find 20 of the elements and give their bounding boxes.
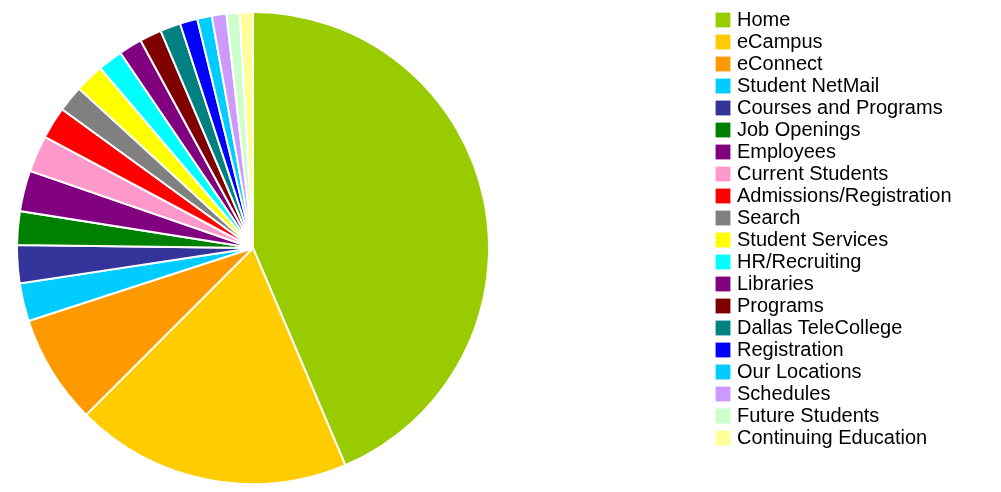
legend-label: Programs: [737, 294, 824, 316]
legend-label: Courses and Programs: [737, 96, 943, 118]
legend-label: eCampus: [737, 30, 823, 52]
legend-label: Our Locations: [737, 360, 862, 382]
legend-label: Schedules: [737, 382, 831, 404]
legend-label: Current Students: [737, 162, 889, 184]
legend-label: Continuing Education: [737, 426, 928, 448]
legend-label: Registration: [737, 338, 844, 360]
legend-label: Job Openings: [737, 118, 861, 140]
legend-label: Future Students: [737, 404, 880, 426]
legend-label: Student Services: [737, 228, 889, 250]
legend-label: eConnect: [737, 52, 824, 74]
legend-label: Admissions/Registration: [737, 184, 952, 206]
legend-label: Student NetMail: [737, 74, 880, 96]
legend-label: Libraries: [737, 272, 814, 294]
legend-label: Employees: [737, 140, 836, 162]
legend-label: Search: [737, 206, 801, 228]
legend-label: HR/Recruiting: [737, 250, 862, 272]
legend-label: Dallas TeleCollege: [737, 316, 903, 338]
legend-label: Home: [737, 8, 791, 30]
